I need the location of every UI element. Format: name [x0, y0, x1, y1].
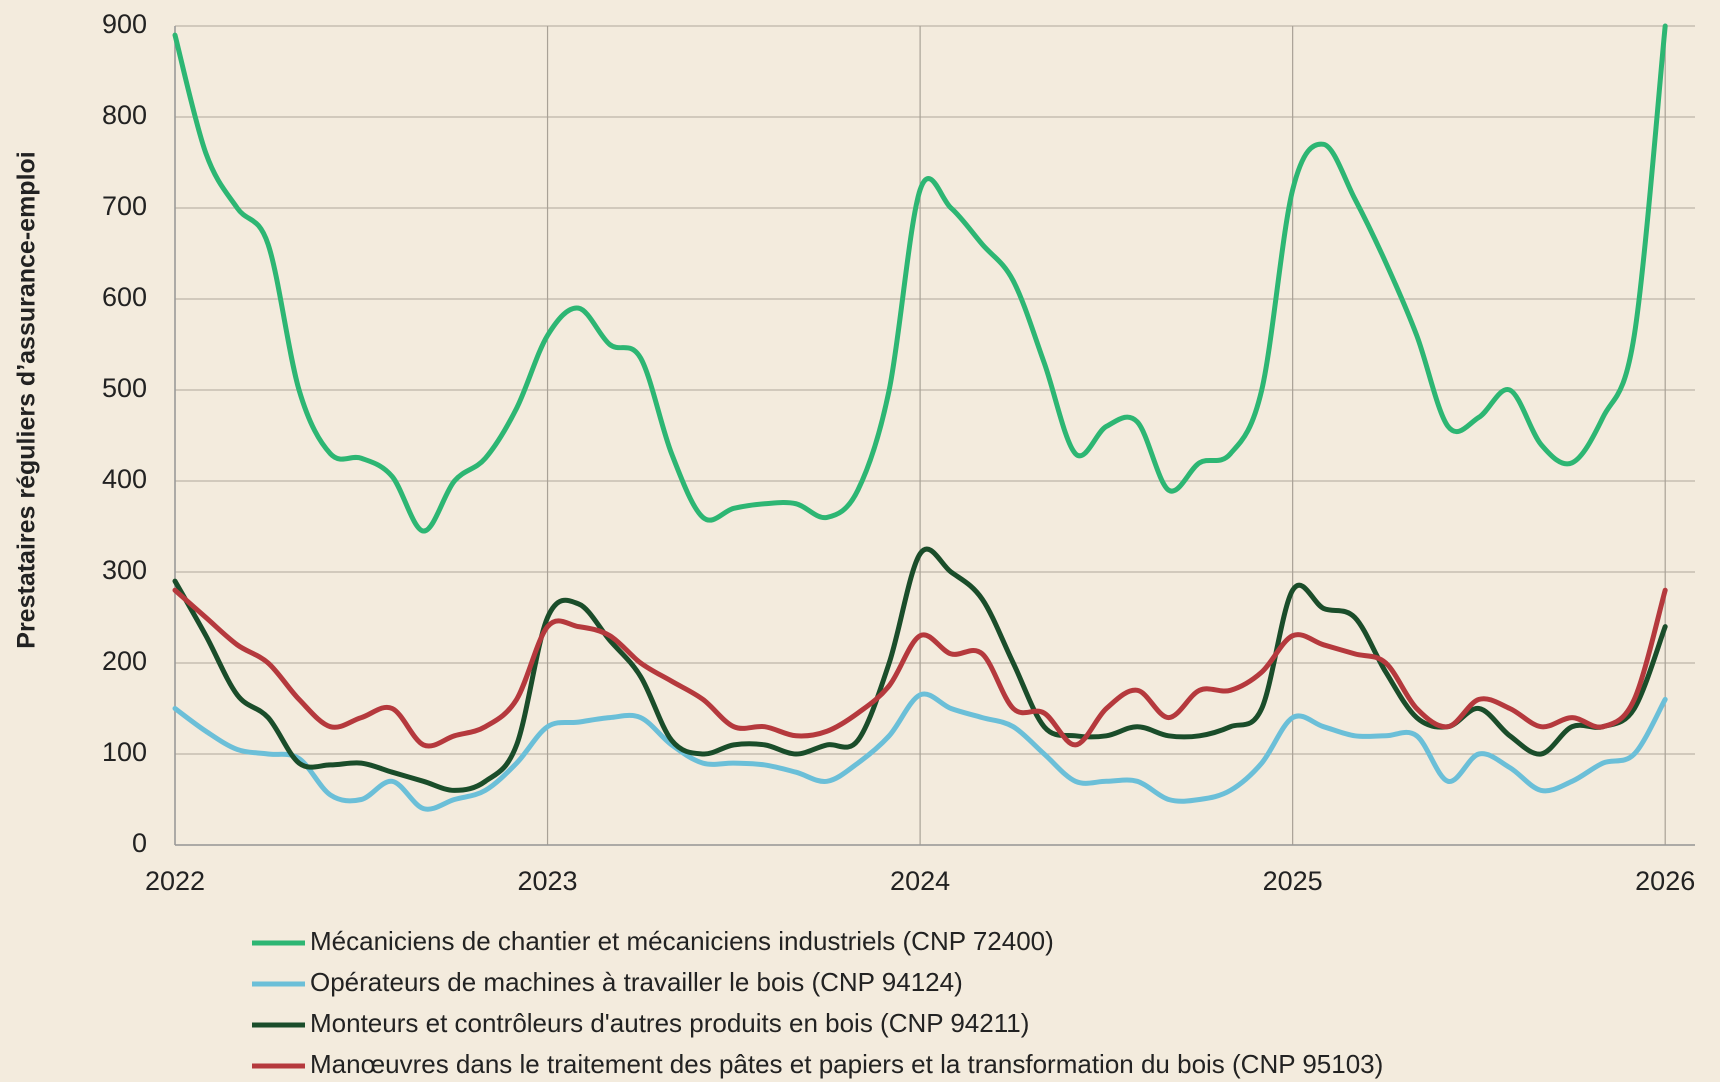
y-tick-label: 700 — [102, 191, 147, 221]
line-series — [172, 587, 1668, 749]
x-tick-label: 2022 — [145, 866, 205, 896]
x-tick-label: 2025 — [1263, 866, 1323, 896]
y-tick-label: 800 — [102, 100, 147, 130]
y-tick-label: 900 — [102, 9, 147, 39]
line-series — [172, 23, 1668, 534]
y-tick-label: 600 — [102, 282, 147, 312]
y-axis-label: Prestataires réguliers d’assurance-emplo… — [13, 151, 41, 648]
x-tick-label: 2026 — [1635, 866, 1695, 896]
y-tick-label: 400 — [102, 464, 147, 494]
y-tick-label: 300 — [102, 555, 147, 585]
x-tick-label: 2023 — [518, 866, 578, 896]
y-tick-label: 500 — [102, 373, 147, 403]
legend-label: Monteurs et contrôleurs d'autres produit… — [310, 1008, 1029, 1038]
y-tick-label: 200 — [102, 646, 147, 676]
x-tick-label: 2024 — [890, 866, 950, 896]
line-series — [172, 691, 1668, 812]
y-tick-label: 0 — [132, 828, 147, 858]
line-series — [172, 546, 1668, 793]
y-tick-label: 100 — [102, 737, 147, 767]
legend-label: Manœuvres dans le traitement des pâtes e… — [310, 1049, 1383, 1079]
legend-label: Mécaniciens de chantier et mécaniciens i… — [310, 926, 1054, 956]
legend-label: Opérateurs de machines à travailler le b… — [310, 967, 963, 997]
